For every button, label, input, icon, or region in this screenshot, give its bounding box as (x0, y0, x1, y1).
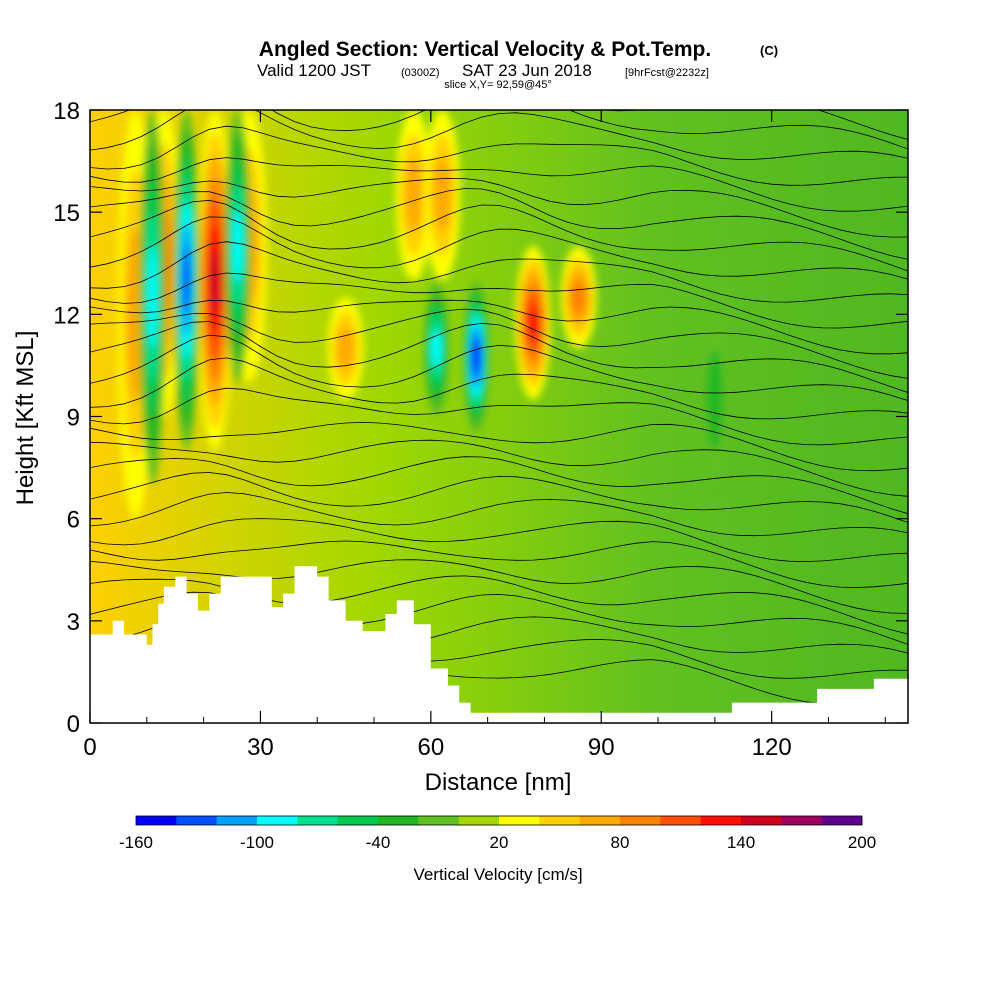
colorbar-tick-label-3: 20 (490, 833, 509, 852)
theta-contour-26 (90, 125, 908, 186)
chart-title: Angled Section: Vertical Velocity & Pot.… (259, 38, 711, 61)
theta-contour-7 (90, 518, 908, 563)
subtitle-zulu: (0300Z) (401, 67, 440, 79)
colorbar-swatch-9 (499, 816, 540, 825)
subtitle-valid: Valid 1200 JST (257, 61, 371, 80)
theta-contour-21 (90, 216, 908, 280)
updraft-8 (560, 246, 597, 349)
downdraft-0 (173, 110, 200, 451)
colorbar-swatch-6 (378, 816, 419, 825)
y-tick-label-18: 18 (53, 98, 80, 125)
colorbar-swatch-12 (620, 816, 661, 825)
y-tick-label-12: 12 (53, 302, 80, 329)
theta-contour-18 (90, 299, 908, 355)
colorbar-label: Vertical Velocity [cm/s] (413, 865, 582, 884)
x-tick-label-30: 30 (247, 734, 274, 761)
colorbar-swatch-15 (741, 816, 782, 825)
velocity-field (117, 110, 728, 519)
updraft-5 (395, 110, 432, 281)
colorbar-swatch-10 (539, 816, 580, 825)
colorbar-swatch-2 (216, 816, 258, 825)
colorbar-swatch-5 (337, 816, 379, 825)
y-tick-label-0: 0 (67, 711, 80, 738)
axes: 0 30 60 90 120 0 3 6 9 12 15 18 (53, 98, 908, 761)
updraft-6 (424, 110, 461, 281)
y-axis-label: Height [Kft MSL] (12, 331, 39, 506)
downdraft-3 (423, 280, 450, 417)
theta-contour-25 (90, 157, 908, 212)
colorbar-frame (135, 815, 863, 826)
theta-contour-14 (90, 357, 908, 420)
downdraft-5 (701, 314, 728, 485)
colorbar: -160 -100 -40 20 80 140 200 (119, 815, 876, 852)
theta-contour-17 (90, 308, 908, 379)
theta-contour-23 (90, 188, 908, 260)
y-tick-label-9: 9 (67, 405, 80, 432)
theta-contour-8 (90, 492, 908, 537)
theta-contour-11 (90, 439, 908, 497)
colorbar-swatch-11 (579, 816, 621, 825)
terrain (90, 566, 908, 723)
colorbar-tick-label-6: 200 (848, 833, 876, 852)
theta-contour-24 (90, 177, 908, 238)
slice-label: slice X,Y= 92,59@45° (444, 79, 552, 91)
theta-contour-27 (90, 110, 908, 160)
colorbar-swatch-13 (660, 816, 701, 825)
theta-contour-5 (90, 559, 908, 614)
y-tick-label-3: 3 (67, 609, 80, 636)
theta-contour-13 (90, 387, 908, 446)
subtitle-date: SAT 23 Jun 2018 (462, 61, 592, 80)
title-unit: (C) (760, 43, 778, 58)
theta-contour-16 (90, 321, 908, 393)
y-tick-label-15: 15 (53, 200, 80, 227)
colorbar-swatch-7 (418, 816, 459, 825)
colorbar-swatch-1 (176, 816, 217, 825)
x-axis-label: Distance [nm] (425, 769, 572, 796)
downdraft-2 (224, 110, 251, 383)
colorbar-swatch-17 (821, 816, 863, 825)
colorbar-tick-label-2: -40 (366, 833, 391, 852)
x-tick-label-60: 60 (417, 734, 444, 761)
colorbar-tick-label-5: 140 (727, 833, 755, 852)
y-tick-label-6: 6 (67, 507, 80, 534)
colorbar-swatch-0 (136, 816, 177, 825)
plot-area (90, 110, 908, 723)
updraft-2 (196, 110, 233, 451)
x-tick-label-0: 0 (83, 734, 96, 761)
theta-contour-22 (90, 199, 908, 272)
theta-contour-6 (90, 540, 908, 588)
colorbar-tick-label-0: -160 (119, 833, 153, 852)
colorbar-tick-label-4: 80 (611, 833, 630, 852)
downdraft-1 (139, 110, 166, 485)
colorbar-swatch-14 (700, 816, 742, 825)
theta-contour-20 (90, 241, 908, 303)
updraft-4 (327, 297, 364, 400)
theta-contour-19 (90, 272, 908, 329)
theta-contour-9 (90, 472, 908, 523)
theta-contour-28 (90, 110, 908, 150)
subtitle-forecast: [9hrFcst@2232z] (625, 67, 709, 79)
x-tick-label-90: 90 (588, 734, 615, 761)
colorbar-swatch-8 (458, 816, 500, 825)
colorbar-swatch-16 (781, 816, 822, 825)
colorbar-swatch-3 (257, 816, 298, 825)
colorbar-swatch-4 (297, 816, 338, 825)
updraft-7 (515, 246, 552, 400)
theta-contour-12 (90, 421, 908, 472)
x-tick-label-120: 120 (752, 734, 792, 761)
theta-contour-10 (90, 456, 908, 515)
colorbar-tick-label-1: -100 (240, 833, 274, 852)
theta-contour-15 (90, 334, 908, 401)
